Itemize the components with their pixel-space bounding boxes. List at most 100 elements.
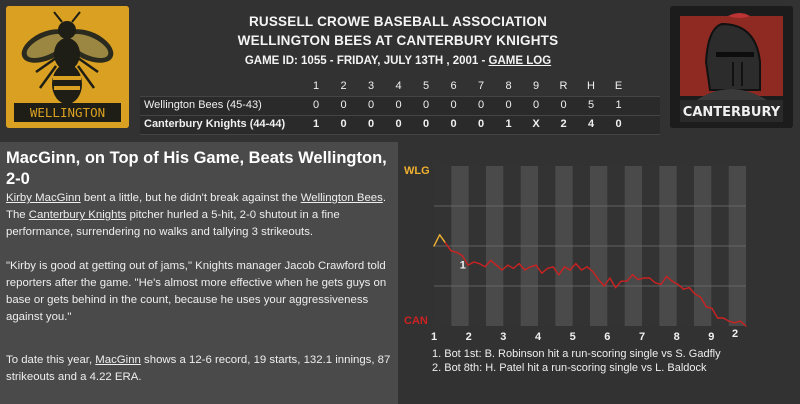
linescore-cell: 0 <box>450 99 457 111</box>
wellington-bees-logo: WELLINGTON <box>6 6 129 128</box>
win-probability-line-segment <box>592 270 600 281</box>
win-probability-line-segment <box>733 320 742 324</box>
chart-event-marker: 2 <box>732 328 738 340</box>
win-probability-line-segment <box>433 234 441 247</box>
linescore-cell: X <box>532 118 540 130</box>
win-probability-line-segment <box>444 242 452 252</box>
linescore-col-header: 2 <box>340 80 347 92</box>
linescore-cell: 0 <box>532 99 540 111</box>
win-probability-line-segment <box>490 259 498 266</box>
win-probability-line-segment <box>603 277 611 287</box>
paragraph-text: pitcher hurled a 5-hit, 2-0 shutout in a… <box>6 209 340 238</box>
chart-x-tick-label: 2 <box>466 331 472 342</box>
win-probability-line-segment <box>535 264 543 274</box>
canterbury-logo-text: CANTERBURY <box>683 105 781 120</box>
linescore-row-wellington: Wellington Bees (45-43) 0 0 0 0 0 0 0 0 0 0 5 1 <box>140 96 660 116</box>
win-probability-line-segment <box>660 275 668 286</box>
win-probability-line-segment <box>495 264 503 271</box>
linescore-cell: 0 <box>615 118 622 130</box>
win-probability-line-segment <box>484 259 492 268</box>
chart-x-tick-label: 6 <box>604 331 610 342</box>
win-probability-line-segment <box>626 274 634 282</box>
win-probability-line-segment <box>546 266 554 270</box>
linescore-col-header: 3 <box>367 80 375 92</box>
linescore-col-header: R <box>559 80 568 92</box>
win-probability-line-segment <box>722 317 730 322</box>
article-paragraph-1: Kirby MacGinn bent a little, but he didn… <box>6 190 392 241</box>
paragraph-text: . The <box>6 192 386 221</box>
linescore-cell: 1 <box>505 118 512 130</box>
linescore-col-header: 1 <box>312 80 320 92</box>
game-log-link[interactable]: GAME LOG <box>488 55 552 67</box>
win-probability-line-segment <box>705 306 713 310</box>
win-probability-line-segment <box>512 262 520 270</box>
chart-x-tick-label: 4 <box>535 331 542 342</box>
linescore-cell: 5 <box>587 99 595 111</box>
matchup-title: WELLINGTON BEES AT CANTERBURY KNIGHTS <box>237 33 559 48</box>
chart-note-1: 1. Bot 1st: B. Robinson hit a run-scorin… <box>432 348 721 360</box>
linescore-cell: 0 <box>367 99 375 111</box>
game-recap-article: MacGinn, on Top of His Game, Beats Welli… <box>0 142 398 404</box>
linescore-cell: 0 <box>340 99 347 111</box>
chart-top-team-label: WLG <box>404 165 430 177</box>
linescore-cell: 1 <box>312 118 320 130</box>
win-probability-line-segment <box>478 262 486 268</box>
win-probability-line-segment <box>614 280 622 289</box>
chart-x-tick-label: 7 <box>639 331 645 342</box>
win-probability-line-segment <box>450 250 458 254</box>
linescore-cell: 0 <box>560 99 567 111</box>
win-probability-line-segment <box>677 283 685 290</box>
player-link-macginn[interactable]: Kirby MacGinn <box>6 192 81 204</box>
win-probability-line-segment <box>711 307 719 319</box>
linescore-col-header: 4 <box>395 80 402 92</box>
linescore-col-header: 9 <box>532 80 540 92</box>
win-probability-line-segment <box>501 264 509 271</box>
win-probability-line-segment <box>558 266 566 276</box>
linescore-cell: 0 <box>395 118 402 130</box>
team-link-wellington[interactable]: Wellington Bees <box>300 192 383 204</box>
win-probability-line-segment <box>438 234 447 244</box>
team-name-wellington[interactable]: Wellington Bees (45-43) <box>144 99 262 111</box>
chart-x-tick-label: 9 <box>708 331 714 342</box>
win-probability-line-segment <box>575 262 583 271</box>
chart-x-tick-label: 5 <box>570 331 576 342</box>
linescore-cell: 0 <box>477 99 485 111</box>
win-probability-line-segment <box>524 266 532 271</box>
linescore-cell: 4 <box>587 118 595 130</box>
paragraph-text: bent a little, but he didn't break again… <box>80 192 301 204</box>
win-probability-line-segment <box>694 293 702 298</box>
paragraph-text: shows a 12-6 record, 19 starts, 132.1 in… <box>6 354 391 383</box>
article-paragraph-2: "Kirby is good at getting out of jams," … <box>6 260 387 323</box>
win-probability-line-segment <box>473 261 481 265</box>
win-probability-line-segment <box>609 277 617 289</box>
win-probability-line-segment <box>552 266 560 276</box>
linescore-col-header: 5 <box>422 80 430 92</box>
win-probability-line-segment <box>455 251 464 257</box>
canterbury-knights-logo: CANTERBURY <box>670 6 793 128</box>
wellington-logo-text: WELLINGTON <box>30 105 105 120</box>
linescore-cell: 0 <box>422 99 430 111</box>
win-probability-line-segment <box>665 275 673 282</box>
linescore-col-header: H <box>587 80 595 92</box>
team-link-canterbury[interactable]: Canterbury Knights <box>28 209 127 221</box>
association-title: RUSSELL CROWE BASEBALL ASSOCIATION <box>248 14 548 29</box>
chart-bottom-team-label: CAN <box>404 315 428 327</box>
linescore-col-header: E <box>614 80 623 92</box>
win-probability-line-segment <box>563 266 571 271</box>
paragraph-text: To date this year, <box>6 354 96 366</box>
linescore-cell: 0 <box>477 118 485 130</box>
chart-event-marker: 1 <box>460 259 466 271</box>
win-probability-line-segment <box>586 266 594 273</box>
win-probability-line-segment <box>631 274 639 281</box>
game-info: GAME ID: 1055 - FRIDAY, JULY 13TH , 2001… <box>140 55 656 67</box>
win-probability-line-segment <box>699 296 707 308</box>
chart-x-tick-label: 8 <box>674 331 680 342</box>
linescore-row-canterbury: Canterbury Knights (44-44) 1 0 0 0 0 0 0 1 X 2 4 0 <box>140 116 660 135</box>
game-id-date: GAME ID: 1055 - FRIDAY, JULY 13TH , 2001… <box>244 55 489 67</box>
team-name-canterbury[interactable]: Canterbury Knights (44-44) <box>144 118 286 130</box>
win-probability-line-segment <box>648 277 656 284</box>
win-probability-line-segment <box>569 262 577 271</box>
win-probability-line-segment <box>654 282 662 286</box>
linescore-cell: 2 <box>560 118 567 130</box>
player-link-macginn-stats[interactable]: MacGinn <box>95 354 141 366</box>
